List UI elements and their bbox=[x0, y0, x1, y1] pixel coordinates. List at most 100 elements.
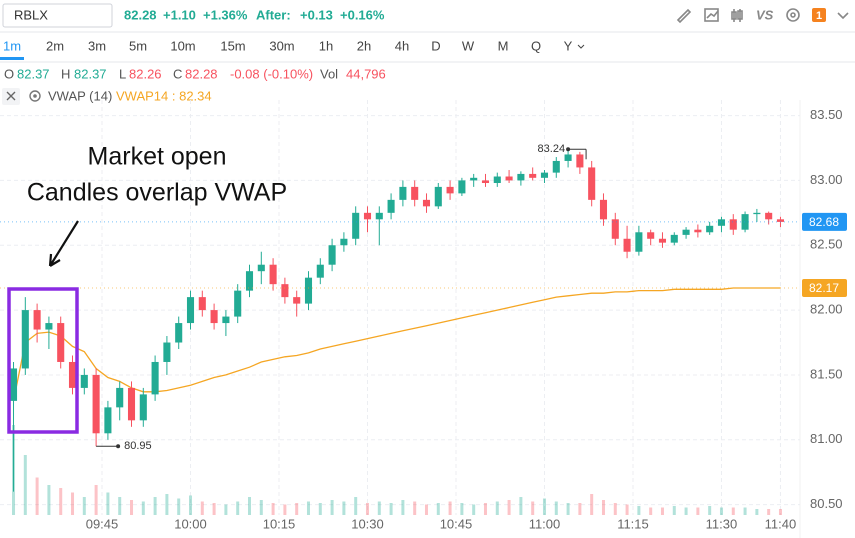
volume-bar bbox=[436, 503, 440, 515]
volume-bar bbox=[236, 501, 240, 515]
arrow bbox=[48, 220, 79, 267]
timeframe-button[interactable]: 4h bbox=[395, 38, 409, 53]
chart-icon[interactable] bbox=[704, 8, 719, 22]
symbol-input[interactable] bbox=[2, 3, 113, 28]
volume-bar bbox=[696, 507, 700, 515]
volume-bar bbox=[743, 507, 747, 515]
candle-body bbox=[540, 172, 549, 178]
visibility-icon[interactable] bbox=[29, 90, 41, 102]
timeframe-button[interactable]: 2m bbox=[46, 38, 64, 53]
volume-bar bbox=[283, 504, 287, 515]
badge[interactable] bbox=[812, 8, 826, 22]
settings-icon-center bbox=[790, 12, 796, 18]
timeframe-button[interactable]: 3m bbox=[88, 38, 106, 53]
l-label: L bbox=[119, 66, 126, 81]
timeframe-button[interactable]: W bbox=[462, 38, 475, 53]
bar-change: -0.08 (-0.10%) bbox=[230, 66, 313, 81]
settings-icon[interactable] bbox=[786, 8, 800, 22]
candle-body bbox=[92, 374, 100, 434]
candle-body bbox=[446, 186, 454, 194]
candle-body bbox=[328, 245, 336, 265]
volume-bar bbox=[342, 501, 346, 515]
candle-body bbox=[9, 368, 18, 401]
volume-bar bbox=[649, 507, 653, 515]
visibility-dot bbox=[33, 94, 37, 98]
candle-body bbox=[481, 180, 490, 183]
volume-bar bbox=[118, 497, 122, 515]
timeframe-button[interactable]: 1h bbox=[319, 38, 333, 53]
volume-bar bbox=[472, 504, 476, 515]
volume-bar bbox=[590, 494, 594, 515]
y-tick-label: 82.00 bbox=[810, 302, 843, 317]
timeframe-button[interactable]: 10m bbox=[170, 38, 195, 53]
candle-body bbox=[175, 323, 183, 343]
last-price-label: 82.68 bbox=[809, 215, 839, 229]
c-label: C bbox=[173, 66, 182, 81]
volume-bar bbox=[519, 497, 523, 515]
volume-bar bbox=[531, 501, 535, 515]
volume-bar bbox=[177, 498, 181, 515]
draw-icon[interactable] bbox=[676, 8, 692, 24]
volume-bar bbox=[767, 509, 771, 515]
timeframe-button[interactable]: 1m bbox=[3, 38, 21, 53]
compare-button[interactable]: VS bbox=[756, 7, 774, 22]
chart-icon-line bbox=[706, 10, 719, 19]
volume-bar bbox=[94, 485, 98, 515]
candle-body bbox=[116, 387, 124, 408]
y-tick-label: 82.50 bbox=[810, 237, 843, 252]
candle-body bbox=[210, 310, 218, 324]
volume-bar bbox=[153, 497, 157, 515]
volume-bar bbox=[413, 501, 417, 515]
candle-body bbox=[493, 176, 501, 183]
candle-icon[interactable] bbox=[731, 9, 743, 22]
h-label: H bbox=[61, 66, 70, 81]
candle-body bbox=[776, 219, 785, 222]
timeframe-button[interactable]: 5m bbox=[129, 38, 147, 53]
volume-bar bbox=[130, 500, 134, 515]
candle-body bbox=[387, 199, 395, 213]
volume-bar bbox=[330, 500, 334, 515]
x-tick-label: 09:45 bbox=[86, 516, 119, 531]
x-tick-label: 10:45 bbox=[440, 516, 473, 531]
volume-bar bbox=[306, 501, 310, 515]
candle-body bbox=[281, 284, 289, 298]
candle-body bbox=[623, 238, 631, 252]
candle-body bbox=[765, 212, 773, 220]
timeframe-button[interactable]: Q bbox=[531, 38, 541, 53]
volume-bar bbox=[82, 497, 86, 515]
candle-body bbox=[163, 342, 171, 362]
candle-body bbox=[45, 323, 53, 330]
candle-body bbox=[139, 394, 147, 421]
candle-body bbox=[151, 361, 159, 395]
candle-body bbox=[293, 297, 301, 304]
vol-label: Vol bbox=[320, 66, 338, 81]
candle-body bbox=[670, 234, 678, 243]
volume-bar bbox=[731, 507, 735, 515]
timeframe-button[interactable]: D bbox=[431, 38, 440, 53]
candle-body bbox=[753, 212, 761, 215]
volume-bar bbox=[165, 494, 169, 515]
timeframe-button[interactable]: Y bbox=[564, 38, 573, 53]
candle-body bbox=[694, 229, 702, 233]
low-marker-dot bbox=[116, 444, 121, 449]
volume-bar bbox=[365, 503, 369, 515]
annotation-line: Market open bbox=[88, 143, 227, 171]
candle-body bbox=[198, 297, 206, 311]
volume-bar bbox=[460, 503, 464, 515]
timeframe-button[interactable]: 2h bbox=[357, 38, 371, 53]
timeframe-button[interactable]: 15m bbox=[220, 38, 245, 53]
x-tick-label: 11:00 bbox=[529, 516, 561, 531]
volume-bar bbox=[23, 455, 27, 515]
timeframe-button[interactable]: M bbox=[498, 38, 509, 53]
candle-body bbox=[588, 167, 596, 200]
candle-body bbox=[234, 290, 242, 317]
candle-body bbox=[316, 264, 324, 278]
candle-body bbox=[658, 238, 667, 243]
volume-bar bbox=[554, 501, 558, 515]
timeframe-button[interactable]: 30m bbox=[269, 38, 294, 53]
l-value: 82.26 bbox=[129, 66, 162, 81]
candle-body bbox=[186, 297, 195, 324]
volume-bar bbox=[424, 504, 428, 515]
candle-body bbox=[682, 229, 690, 235]
chevron[interactable] bbox=[837, 12, 849, 20]
